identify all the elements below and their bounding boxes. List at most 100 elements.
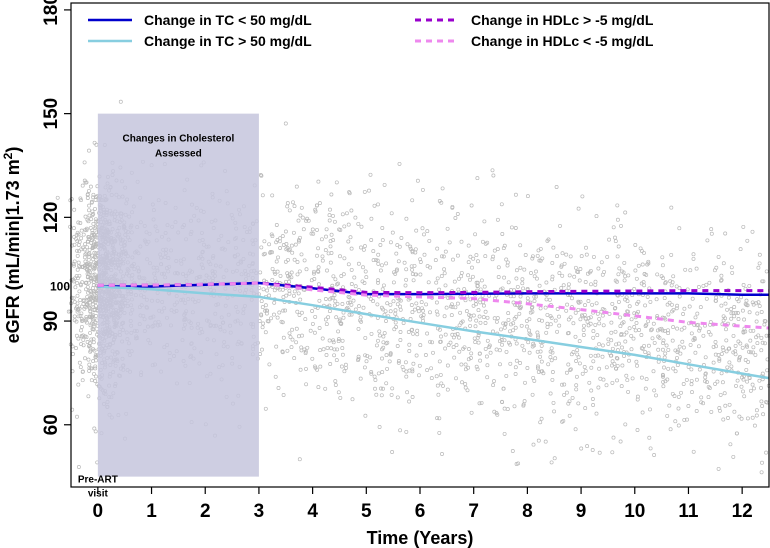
scatter-point	[434, 374, 439, 379]
scatter-point	[729, 307, 734, 312]
scatter-point	[294, 184, 299, 189]
scatter-point	[94, 297, 98, 302]
scatter-point	[88, 184, 93, 189]
scatter-point	[755, 341, 760, 346]
scatter-point	[534, 294, 538, 299]
scatter-point	[761, 279, 766, 284]
scatter-point	[741, 389, 745, 394]
scatter-point	[312, 364, 317, 369]
scatter-point	[485, 240, 490, 245]
scatter-point	[543, 305, 548, 310]
scatter-point	[518, 361, 523, 365]
scatter-point	[277, 239, 282, 244]
scatter-point	[506, 280, 511, 285]
scatter-point	[285, 348, 290, 353]
scatter-point	[339, 274, 344, 278]
scatter-point	[417, 363, 422, 368]
scatter-point	[725, 307, 730, 312]
scatter-point	[76, 382, 81, 387]
scatter-point	[514, 268, 519, 273]
scatter-point	[453, 305, 458, 310]
scatter-point	[324, 227, 329, 232]
scatter-point	[670, 309, 675, 314]
scatter-point	[274, 240, 279, 245]
scatter-point	[511, 294, 516, 299]
scatter-point	[422, 232, 426, 237]
scatter-point	[478, 300, 483, 305]
scatter-point	[498, 287, 503, 292]
scatter-point	[345, 305, 350, 310]
scatter-point	[691, 256, 696, 261]
scatter-point	[443, 249, 448, 254]
scatter-point	[75, 253, 80, 258]
scatter-point	[332, 303, 337, 308]
scatter-point	[627, 304, 632, 309]
scatter-point	[464, 309, 469, 314]
scatter-point	[729, 364, 734, 369]
scatter-point	[586, 323, 591, 328]
scatter-point	[649, 327, 654, 332]
scatter-point	[410, 250, 415, 255]
scatter-point	[265, 319, 270, 323]
scatter-point	[723, 301, 728, 306]
scatter-point	[662, 355, 667, 360]
scatter-point	[666, 366, 671, 371]
scatter-point	[703, 375, 708, 380]
scatter-point	[531, 375, 536, 380]
scatter-point	[304, 218, 308, 223]
scatter-point	[673, 348, 678, 353]
scatter-point	[590, 302, 595, 307]
scatter-point	[410, 267, 415, 272]
scatter-point	[418, 343, 423, 348]
scatter-point	[384, 353, 389, 358]
scatter-point	[610, 380, 615, 385]
scatter-point	[88, 315, 93, 320]
scatter-point	[346, 300, 351, 305]
scatter-point	[88, 345, 93, 350]
scatter-point	[509, 225, 514, 230]
scatter-point	[273, 374, 278, 379]
scatter-point	[593, 279, 598, 284]
scatter-point	[344, 365, 349, 370]
scatter-point	[381, 283, 386, 288]
scatter-point	[333, 383, 338, 387]
scatter-point	[93, 195, 98, 199]
scatter-point	[623, 210, 628, 215]
scatter-point	[655, 272, 660, 277]
scatter-point	[363, 269, 368, 274]
scatter-point	[568, 368, 573, 372]
scatter-point	[380, 356, 384, 361]
scatter-point	[318, 348, 323, 353]
scatter-point	[573, 334, 578, 339]
scatter-point	[622, 260, 627, 265]
scatter-point	[644, 377, 649, 382]
scatter-point	[660, 255, 665, 260]
scatter-point	[297, 239, 301, 244]
scatter-point	[705, 238, 710, 243]
scatter-point	[76, 465, 81, 469]
scatter-point	[321, 347, 326, 352]
scatter-point	[614, 355, 619, 360]
scatter-point	[646, 259, 651, 264]
scatter-point	[485, 363, 490, 368]
scatter-point	[296, 334, 301, 339]
scatter-point	[466, 347, 471, 351]
scatter-point	[492, 409, 497, 414]
scatter-point	[269, 232, 274, 237]
scatter-point	[443, 332, 448, 337]
scatter-point	[494, 347, 499, 352]
scatter-point	[624, 373, 629, 378]
scatter-point	[403, 360, 408, 365]
scatter-point	[616, 299, 621, 304]
scatter-point	[728, 442, 733, 447]
scatter-point	[512, 288, 517, 293]
scatter-point	[711, 369, 716, 374]
scatter-point	[721, 348, 726, 353]
scatter-point	[356, 326, 361, 331]
scatter-point	[532, 274, 537, 279]
scatter-point	[604, 365, 609, 370]
scatter-point	[365, 353, 370, 358]
scatter-point	[272, 312, 276, 317]
scatter-point	[296, 291, 301, 296]
scatter-point	[625, 309, 630, 314]
